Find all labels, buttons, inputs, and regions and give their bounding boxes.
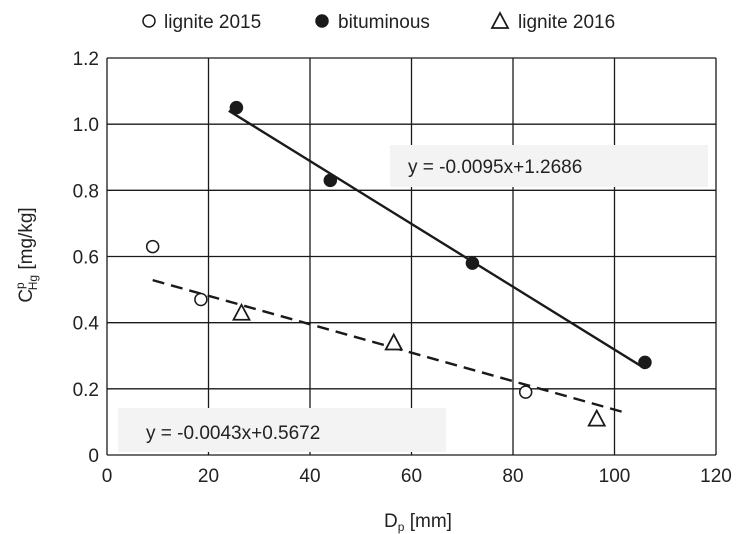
x-axis-title-unit: [mm] bbox=[404, 511, 452, 532]
data-point-bituminous bbox=[465, 256, 480, 270]
x-tick-label: 100 bbox=[599, 466, 631, 487]
legend-marker-open-triangle bbox=[490, 11, 510, 29]
x-tick-label: 0 bbox=[102, 466, 113, 487]
data-point-bituminous bbox=[638, 355, 652, 370]
y-tick-label: 0.8 bbox=[73, 181, 99, 202]
legend-marker-open-circle bbox=[142, 14, 156, 28]
y-axis-title-sup: p bbox=[13, 282, 27, 289]
x-axis-title-main: D bbox=[384, 511, 398, 532]
data-points bbox=[145, 100, 652, 427]
legend-label-bituminous: bituminous bbox=[338, 12, 430, 33]
y-tick-label: 1.0 bbox=[73, 115, 99, 136]
trendline-lignite bbox=[152, 278, 625, 414]
y-axis-title: CpHg [mg/kg] bbox=[13, 207, 40, 302]
x-axis-title-sub: p bbox=[398, 520, 405, 534]
x-tick-label: 60 bbox=[401, 466, 422, 487]
x-tick-label: 20 bbox=[198, 466, 219, 487]
x-tick-label: 40 bbox=[299, 466, 320, 487]
y-axis-title-sub: Hg bbox=[26, 275, 40, 290]
data-point-lignite-2016 bbox=[231, 302, 251, 321]
y-tick-label: 0.2 bbox=[73, 380, 99, 401]
y-axis-title-unit: [mg/kg] bbox=[16, 207, 37, 275]
y-tick-label: 0.6 bbox=[73, 248, 99, 269]
legend-label-lignite-2015: lignite 2015 bbox=[164, 12, 261, 33]
equation-box-lignite bbox=[118, 408, 446, 452]
x-tick-label: 80 bbox=[502, 466, 523, 487]
grid-lines bbox=[106, 57, 717, 456]
data-point-lignite-2015 bbox=[145, 239, 160, 254]
data-point-bituminous bbox=[323, 173, 338, 188]
equation-box-bituminous bbox=[390, 145, 708, 187]
data-point-lignite-2016 bbox=[384, 332, 404, 351]
trendlines bbox=[152, 109, 646, 414]
legend-label-lignite-2016: lignite 2016 bbox=[518, 12, 615, 33]
trendline-bituminous bbox=[228, 109, 646, 370]
data-point-lignite-2016 bbox=[587, 408, 607, 427]
legend-marker-filled-circle bbox=[315, 14, 329, 28]
x-tick-label: 120 bbox=[700, 466, 732, 487]
data-point-bituminous bbox=[229, 100, 244, 115]
data-point-lignite-2015 bbox=[194, 292, 208, 307]
legend: lignite 2015 bituminous lignite 2016 bbox=[142, 11, 615, 33]
tick-labels: 0 20 40 60 80 100 120 0 0.2 0.4 0.6 0.8 1.0 1.2 bbox=[73, 49, 732, 487]
trendline-equation-bituminous: y = -0.0095x+1.2686 bbox=[408, 157, 582, 178]
y-tick-label: 1.2 bbox=[73, 49, 99, 70]
y-tick-label: 0.4 bbox=[73, 314, 100, 335]
data-point-lignite-2015 bbox=[518, 385, 533, 399]
x-axis-title: Dp [mm] bbox=[384, 511, 452, 534]
trendline-equation-lignite: y = -0.0043x+0.5672 bbox=[146, 423, 320, 444]
y-axis-title-main: C bbox=[16, 289, 37, 303]
y-tick-label: 0 bbox=[88, 446, 99, 467]
equation-boxes bbox=[118, 145, 708, 452]
